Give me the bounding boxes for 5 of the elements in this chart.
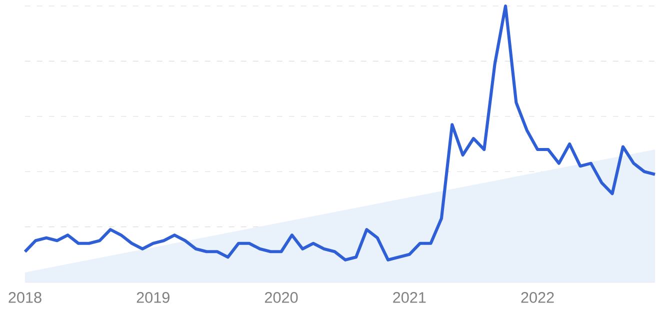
x-tick-label: 2018	[8, 292, 42, 303]
x-tick-label: 2022	[521, 292, 554, 303]
x-tick-label: 2020	[264, 292, 298, 303]
x-tick-label: 2019	[136, 292, 170, 303]
x-tick-label: 2021	[393, 292, 426, 303]
